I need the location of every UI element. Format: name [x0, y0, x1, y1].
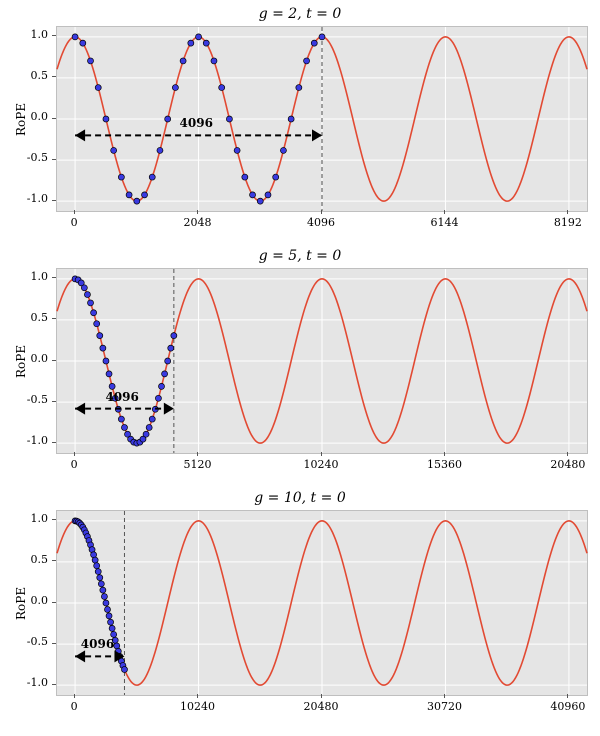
ytick-label: -0.5: [16, 393, 48, 406]
xtick-label: 0: [54, 458, 94, 471]
ytick-mark: [52, 602, 56, 603]
ytick-label: 0.5: [16, 553, 48, 566]
xtick-mark: [74, 210, 75, 214]
xtick-mark: [197, 210, 198, 214]
xtick-label: 30720: [424, 700, 464, 713]
ytick-mark: [52, 360, 56, 361]
y-axis-label: RoPE: [14, 345, 28, 378]
xtick-mark: [444, 210, 445, 214]
xtick-mark: [567, 210, 568, 214]
xtick-label: 0: [54, 700, 94, 713]
ytick-label: 1.0: [16, 270, 48, 283]
ytick-mark: [52, 200, 56, 201]
arrow-label: 4096: [105, 390, 138, 404]
panel-title: g = 5, t = 0: [0, 248, 600, 264]
arrow-label: 4096: [180, 116, 213, 130]
plot-area: [56, 268, 588, 454]
plot-area: [56, 26, 588, 212]
ytick-label: -1.0: [16, 192, 48, 205]
xtick-label: 5120: [178, 458, 218, 471]
y-axis-label: RoPE: [14, 587, 28, 620]
ytick-mark: [52, 442, 56, 443]
ytick-mark: [52, 76, 56, 77]
ytick-label: -1.0: [16, 676, 48, 689]
xtick-mark: [567, 694, 568, 698]
xtick-label: 8192: [548, 216, 588, 229]
ytick-mark: [52, 684, 56, 685]
ytick-label: -1.0: [16, 434, 48, 447]
arrow-label: 4096: [81, 637, 114, 651]
ytick-label: 0.5: [16, 311, 48, 324]
ytick-mark: [52, 35, 56, 36]
xtick-label: 20480: [548, 458, 588, 471]
xtick-mark: [321, 452, 322, 456]
xtick-label: 2048: [178, 216, 218, 229]
ytick-label: 0.5: [16, 69, 48, 82]
xtick-label: 10240: [301, 458, 341, 471]
xtick-label: 40960: [548, 700, 588, 713]
ytick-mark: [52, 118, 56, 119]
xtick-mark: [321, 210, 322, 214]
ytick-mark: [52, 277, 56, 278]
ytick-label: 1.0: [16, 512, 48, 525]
ytick-label: -0.5: [16, 635, 48, 648]
ytick-label: 1.0: [16, 28, 48, 41]
ytick-mark: [52, 159, 56, 160]
xtick-mark: [567, 452, 568, 456]
y-axis-label: RoPE: [14, 103, 28, 136]
ytick-mark: [52, 318, 56, 319]
xtick-mark: [444, 452, 445, 456]
ytick-mark: [52, 643, 56, 644]
xtick-mark: [197, 694, 198, 698]
ytick-mark: [52, 401, 56, 402]
xtick-mark: [197, 452, 198, 456]
ytick-mark: [52, 560, 56, 561]
xtick-label: 10240: [178, 700, 218, 713]
panel-title: g = 10, t = 0: [0, 490, 600, 506]
xtick-mark: [321, 694, 322, 698]
xtick-mark: [444, 694, 445, 698]
plot-area: [56, 510, 588, 696]
xtick-label: 0: [54, 216, 94, 229]
xtick-label: 20480: [301, 700, 341, 713]
xtick-label: 4096: [301, 216, 341, 229]
ytick-label: -0.5: [16, 151, 48, 164]
ytick-mark: [52, 519, 56, 520]
xtick-label: 15360: [424, 458, 464, 471]
panel-title: g = 2, t = 0: [0, 6, 600, 22]
xtick-mark: [74, 452, 75, 456]
xtick-label: 6144: [424, 216, 464, 229]
xtick-mark: [74, 694, 75, 698]
